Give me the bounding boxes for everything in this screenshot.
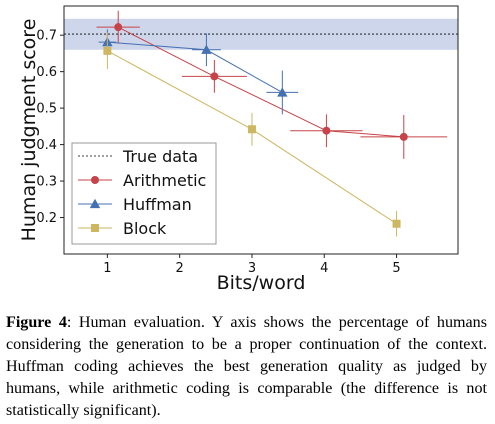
legend-arithmetic-marker [91, 176, 99, 184]
caption-label: Figure 4 [6, 314, 67, 331]
x-tick-label-3: 3 [248, 261, 256, 276]
y-tick-label-0.3: 0.3 [36, 175, 57, 190]
arithmetic-line [117, 26, 404, 138]
legend-block-marker [91, 224, 99, 232]
legend-huffman-label: Huffman [123, 195, 192, 214]
legend-huffman-marker [89, 198, 101, 209]
series-layer [96, 10, 448, 237]
arithmetic-point-1 [210, 72, 219, 81]
legend-items: True data Arithmetic Huffman Block [78, 147, 206, 238]
block-point-1 [247, 125, 256, 134]
block-point-0 [103, 46, 112, 55]
legend: True data Arithmetic Huffman Block [71, 142, 217, 245]
y-tick-label-0.4: 0.4 [36, 138, 57, 153]
x-axis-ticks: 1 2 3 4 5 [103, 254, 401, 276]
y-tick-label-0.6: 0.6 [36, 65, 57, 80]
x-tick-label-4: 4 [320, 261, 328, 276]
plot-frame [63, 5, 459, 255]
y-axis-label: Human judgment score [18, 19, 40, 242]
legend-arithmetic-label: Arithmetic [123, 171, 206, 190]
series-block [103, 32, 401, 237]
x-tick-label-5: 5 [392, 261, 400, 276]
legend-true-data-label: True data [122, 147, 198, 166]
arithmetic-point-3 [399, 132, 408, 141]
y-tick-label-0.7: 0.7 [36, 29, 57, 44]
huffman-point-1 [201, 44, 212, 54]
block-point-2 [392, 219, 401, 228]
y-tick-label-0.5: 0.5 [36, 102, 57, 117]
chart: 1 2 3 4 5 0.2 0.3 0.4 0.5 0.6 0.7 Bits/word Human… [18, 5, 459, 294]
x-tick-label-1: 1 [103, 261, 111, 276]
legend-block-label: Block [123, 219, 167, 238]
huffman-point-2 [277, 87, 288, 97]
arithmetic-point-0 [114, 23, 123, 32]
reference-band-layer [64, 18, 458, 50]
figure-caption: Figure 4: Human evaluation. Y axis shows… [6, 312, 487, 422]
x-axis-label: Bits/word [217, 272, 306, 294]
y-tick-label-0.2: 0.2 [36, 211, 57, 226]
arithmetic-point-2 [322, 126, 331, 135]
y-axis-ticks: 0.2 0.3 0.4 0.5 0.6 0.7 [36, 29, 64, 226]
series-arithmetic [96, 10, 448, 159]
x-tick-label-2: 2 [176, 261, 184, 276]
caption-text: : Human evaluation. Y axis shows the per… [6, 314, 487, 419]
